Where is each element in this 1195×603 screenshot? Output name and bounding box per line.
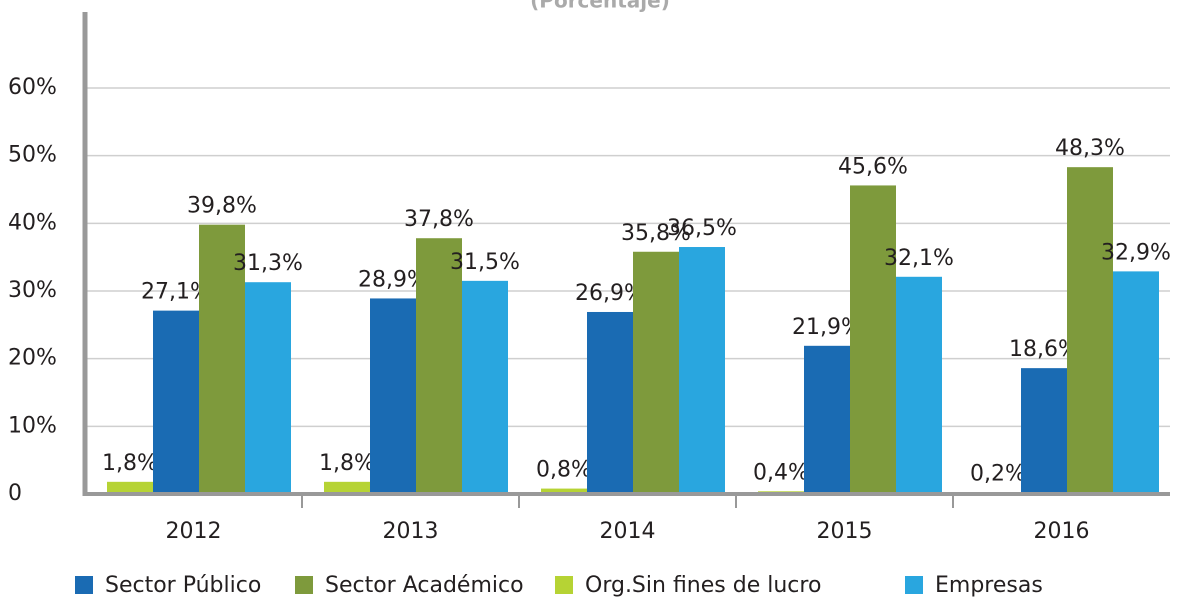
y-tick-label: 20%: [8, 346, 57, 371]
value-label: 36,5%: [667, 216, 737, 241]
bar: [1113, 271, 1159, 494]
bar: [1067, 167, 1113, 495]
bar: [153, 310, 199, 494]
legend-label: Sector Académico: [325, 573, 524, 598]
bar: [462, 280, 508, 494]
bar: [587, 311, 633, 494]
bar: [679, 247, 725, 494]
bar: [324, 481, 370, 494]
value-label: 0,4%: [753, 460, 809, 485]
bar: [541, 488, 587, 494]
value-label: 31,5%: [450, 250, 520, 275]
legend-label: Sector Público: [105, 573, 261, 598]
bar: [896, 276, 942, 494]
x-tick-label: 2014: [600, 519, 656, 544]
x-tick-label: 2012: [166, 519, 222, 544]
bar: [199, 224, 245, 495]
bar: [804, 345, 850, 494]
bar: [416, 238, 462, 494]
y-tick-label: 60%: [8, 75, 57, 100]
legend-swatch: [555, 576, 573, 594]
value-label: 31,3%: [233, 251, 303, 276]
bar: [633, 251, 679, 494]
x-tick-label: 2016: [1034, 519, 1090, 544]
x-tick-label: 2015: [817, 519, 873, 544]
y-tick-label: 10%: [8, 413, 57, 438]
bar: [245, 282, 291, 494]
value-label: 0,8%: [536, 458, 592, 483]
value-label: 39,8%: [187, 194, 257, 219]
value-label: 1,8%: [319, 451, 375, 476]
legend-label: Org.Sin fines de lucro: [585, 573, 821, 598]
value-label: 35,8%: [621, 221, 691, 246]
value-label: 32,1%: [884, 246, 954, 271]
legend-swatch: [295, 576, 313, 594]
y-tick-label: 0: [8, 481, 22, 506]
bar: [1021, 368, 1067, 494]
bar: [370, 298, 416, 494]
legend-swatch: [905, 576, 923, 594]
value-label: 32,9%: [1101, 240, 1171, 265]
value-label: 45,6%: [838, 154, 908, 179]
value-label: 48,3%: [1055, 136, 1125, 161]
chart-subtitle: (Porcentaje): [530, 0, 670, 13]
y-tick-label: 30%: [8, 278, 57, 303]
value-label: 37,8%: [404, 207, 474, 232]
x-tick-label: 2013: [383, 519, 439, 544]
y-tick-label: 40%: [8, 210, 57, 235]
bar: [850, 185, 896, 494]
y-tick-label: 50%: [8, 143, 57, 168]
legend-swatch: [75, 576, 93, 594]
value-label: 0,2%: [970, 462, 1026, 487]
legend-label: Empresas: [935, 573, 1043, 598]
value-label: 1,8%: [102, 451, 158, 476]
bar: [107, 481, 153, 494]
